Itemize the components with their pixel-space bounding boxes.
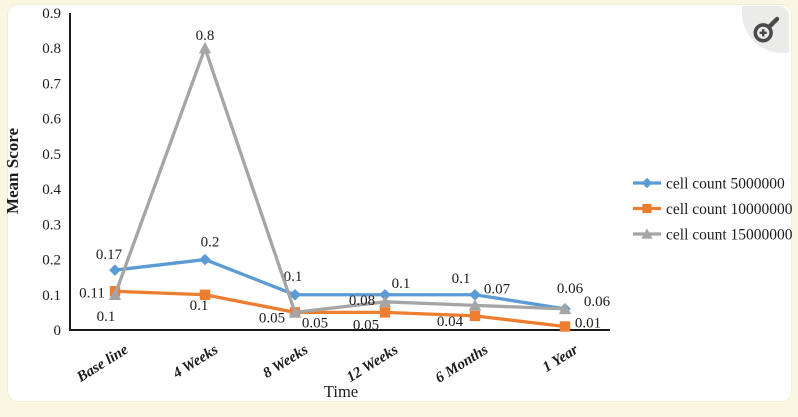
series-marker xyxy=(558,302,572,315)
legend-marker xyxy=(642,203,652,214)
data-label: 0.1 xyxy=(452,271,471,287)
data-label: 0.17 xyxy=(96,247,123,263)
data-label: 0.11 xyxy=(79,285,105,301)
x-tick-label: 4 Weeks xyxy=(170,342,222,383)
data-label: 0.1 xyxy=(190,298,209,314)
series-line xyxy=(114,289,566,329)
x-tick-label: 12 Weeks xyxy=(344,342,401,386)
series-marker xyxy=(108,288,122,300)
data-label: 0.05 xyxy=(302,315,328,331)
axis-lines xyxy=(69,13,610,331)
series-line xyxy=(114,257,566,311)
data-label: 0.04 xyxy=(437,314,464,330)
y-tick-label: 0.5 xyxy=(42,147,61,163)
legend-label: cell count 10000000 xyxy=(666,201,793,218)
data-label: 0.06 xyxy=(557,281,584,297)
magnifier-plus-icon xyxy=(752,16,779,42)
series-marker xyxy=(198,42,212,54)
x-axis-title: Time xyxy=(324,382,358,401)
data-label: 0.08 xyxy=(349,293,375,309)
y-tick-label: 0.4 xyxy=(42,182,61,198)
series-marker xyxy=(109,264,121,276)
legend-label: cell count 5000000 xyxy=(666,176,785,193)
data-label: 0.2 xyxy=(201,235,220,251)
x-tick-label: 8 Weeks xyxy=(260,342,311,382)
series-marker xyxy=(469,310,481,322)
data-label: 0.07 xyxy=(484,281,511,297)
series-marker xyxy=(199,253,211,266)
y-tick-label: 0 xyxy=(54,323,62,339)
y-tick-label: 0.9 xyxy=(42,6,61,22)
data-label: 0.8 xyxy=(196,28,215,44)
series-line xyxy=(113,46,566,315)
y-tick-label: 0.2 xyxy=(42,253,61,269)
series-marker xyxy=(468,299,482,311)
data-label: 0.06 xyxy=(584,294,611,310)
series-marker xyxy=(378,295,392,308)
x-tick-label: 1 Year xyxy=(540,342,581,376)
y-tick-label: 0.3 xyxy=(42,217,61,233)
series-marker xyxy=(379,288,391,301)
data-label: 0.1 xyxy=(97,309,116,325)
series-marker xyxy=(288,306,302,318)
data-label: 0.05 xyxy=(259,310,285,326)
data-label: 0.1 xyxy=(392,276,411,292)
y-axis-title: Mean Score xyxy=(3,128,22,215)
data-label: 0.01 xyxy=(575,315,601,331)
y-tick-label: 0.7 xyxy=(42,76,61,92)
figure-card xyxy=(8,5,791,401)
series-marker xyxy=(289,288,301,301)
data-label: 0.05 xyxy=(353,317,379,333)
legend-marker xyxy=(641,228,653,239)
zoom-figure-button[interactable] xyxy=(742,6,789,53)
x-tick-label: Base line xyxy=(73,342,131,387)
series-marker xyxy=(379,307,391,318)
data-label: 0.1 xyxy=(284,269,303,285)
y-tick-label: 0.1 xyxy=(42,288,61,304)
legend-marker xyxy=(641,177,653,189)
y-tick-label: 0.6 xyxy=(42,112,61,128)
series-marker xyxy=(559,321,571,332)
y-tick-label: 0.8 xyxy=(42,41,61,57)
series-marker xyxy=(469,288,481,301)
x-tick-label: 6 Months xyxy=(433,342,491,387)
series-marker xyxy=(199,289,211,300)
legend-label: cell count 15000000 xyxy=(666,227,793,244)
